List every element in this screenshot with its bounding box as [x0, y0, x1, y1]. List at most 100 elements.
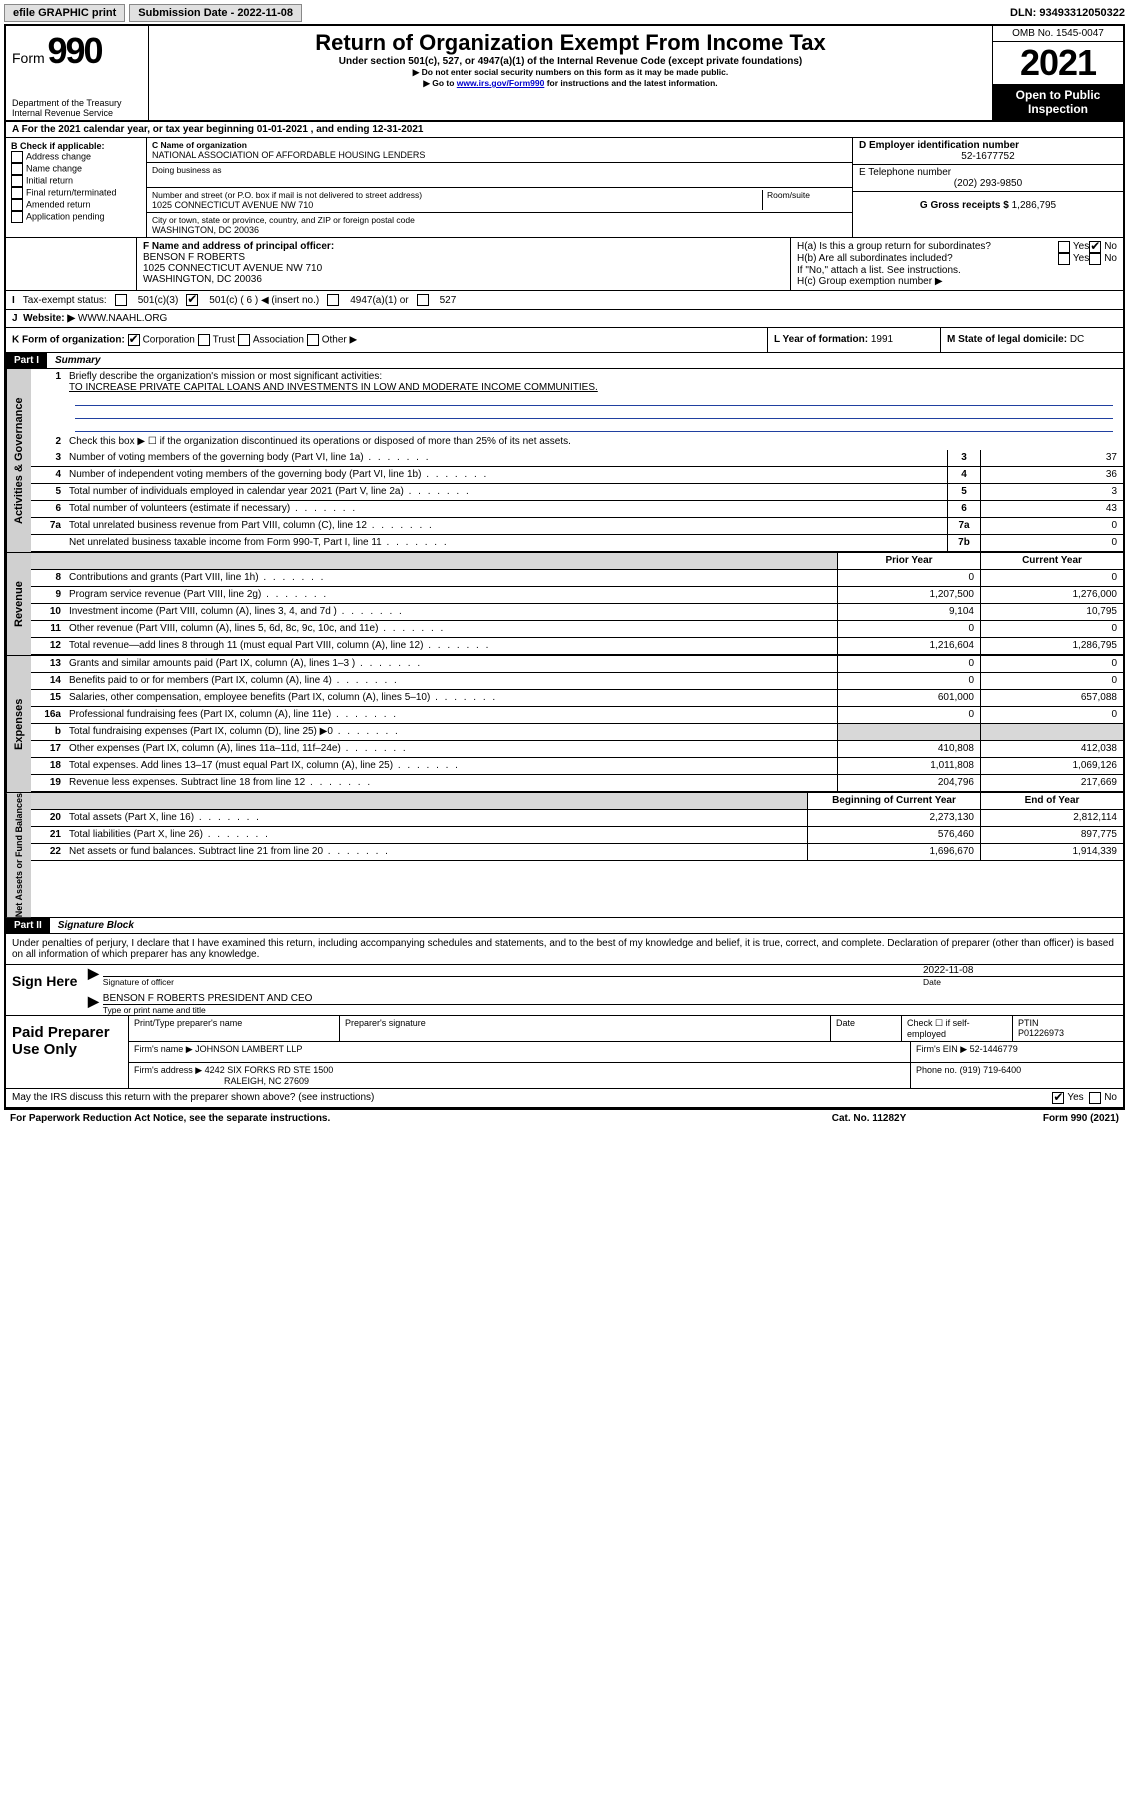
form-org-label: K Form of organization: — [12, 335, 125, 346]
dept-treasury: Department of the Treasury Internal Reve… — [12, 98, 122, 118]
chk-association[interactable] — [238, 334, 250, 346]
revenue-block: Revenue Prior Year Current Year 8 Contri… — [6, 552, 1123, 655]
section-c: C Name of organization NATIONAL ASSOCIAT… — [147, 138, 853, 237]
discuss-no[interactable] — [1089, 1092, 1101, 1104]
paid-preparer-block: Paid Preparer Use Only Print/Type prepar… — [6, 1016, 1123, 1089]
mission-label: Briefly describe the organization's miss… — [69, 371, 382, 382]
no-label2: No — [1104, 253, 1117, 265]
chk-501c[interactable] — [186, 294, 198, 306]
chk-amended-return[interactable]: Amended return — [11, 199, 141, 211]
chk-application-pending[interactable]: Application pending — [11, 211, 141, 223]
form-title: Return of Organization Exempt From Incom… — [157, 30, 984, 56]
line-k: K Form of organization: Corporation Trus… — [6, 328, 1123, 353]
table-row: 11 Other revenue (Part VIII, column (A),… — [31, 621, 1123, 638]
open-to-public: Open to Public Inspection — [993, 84, 1123, 120]
ha-no[interactable] — [1089, 241, 1101, 253]
line-i: I Tax-exempt status: 501(c)(3) 501(c) ( … — [6, 291, 1123, 310]
part2-label: Part II — [6, 918, 50, 933]
table-row: 17 Other expenses (Part IX, column (A), … — [31, 741, 1123, 758]
form-label: Form — [12, 50, 45, 66]
chk-4947[interactable] — [327, 294, 339, 306]
chk-final-return[interactable]: Final return/terminated — [11, 187, 141, 199]
hb-yes[interactable] — [1058, 253, 1070, 265]
chk-corporation[interactable] — [128, 334, 140, 346]
chk-527[interactable] — [417, 294, 429, 306]
section-a: A For the 2021 calendar year, or tax yea… — [6, 122, 1123, 138]
sign-here-block: Sign Here ▶ 2022-11-08 Signature of offi… — [6, 965, 1123, 1016]
section-f: F Name and address of principal officer:… — [137, 238, 791, 290]
goto-suffix: for instructions and the latest informat… — [547, 78, 718, 88]
table-row: 13 Grants and similar amounts paid (Part… — [31, 656, 1123, 673]
opt-501c: 501(c) ( 6 ) ◀ (insert no.) — [209, 295, 319, 306]
hb-note: If "No," attach a list. See instructions… — [797, 265, 1117, 276]
officer-addr2: WASHINGTON, DC 20036 — [143, 274, 784, 285]
opt-corp: Corporation — [143, 335, 195, 346]
footer-mid: Cat. No. 11282Y — [769, 1113, 969, 1124]
side-net: Net Assets or Fund Balances — [6, 793, 31, 917]
goto-prefix: ▶ Go to — [423, 78, 456, 88]
note-ssn: ▶ Do not enter social security numbers o… — [157, 67, 984, 78]
opt-trust: Trust — [213, 335, 235, 346]
block-f-h: F Name and address of principal officer:… — [6, 238, 1123, 291]
officer-label: F Name and address of principal officer: — [143, 241, 784, 252]
chk-initial-return[interactable]: Initial return — [11, 175, 141, 187]
dba-label: Doing business as — [152, 165, 847, 175]
gov-row: 3 Number of voting members of the govern… — [31, 450, 1123, 467]
discuss-row: May the IRS discuss this return with the… — [6, 1089, 1123, 1108]
line-j: J Website: ▶ WWW.NAAHL.ORG — [6, 310, 1123, 328]
tax-exempt-label: Tax-exempt status: — [23, 295, 107, 306]
room-label: Room/suite — [767, 190, 847, 200]
section-h: H(a) Is this a group return for subordin… — [791, 238, 1123, 290]
firm-addr-label: Firm's address ▶ — [134, 1065, 202, 1075]
chk-501c3[interactable] — [115, 294, 127, 306]
table-row: 19 Revenue less expenses. Subtract line … — [31, 775, 1123, 792]
chk-name-change[interactable]: Name change — [11, 163, 141, 175]
hb-label: H(b) Are all subordinates included? — [797, 253, 1058, 265]
chk-trust[interactable] — [198, 334, 210, 346]
hdr-beg: Beginning of Current Year — [807, 793, 980, 809]
section-b-label: B Check if applicable: — [11, 141, 141, 151]
form-container: Form 990 Department of the Treasury Inte… — [4, 24, 1125, 1110]
hdr-end: End of Year — [980, 793, 1123, 809]
gov-row: 7a Total unrelated business revenue from… — [31, 518, 1123, 535]
discuss-yes[interactable] — [1052, 1092, 1064, 1104]
chk-address-change[interactable]: Address change — [11, 151, 141, 163]
website-value: WWW.NAAHL.ORG — [78, 313, 167, 324]
city-value: WASHINGTON, DC 20036 — [152, 225, 847, 235]
opt-527: 527 — [440, 295, 457, 306]
opt-4947: 4947(a)(1) or — [350, 295, 408, 306]
firm-phone-value: (919) 719-6400 — [960, 1065, 1022, 1075]
tax-year: 2021 — [993, 42, 1123, 84]
yes-label2: Yes — [1073, 253, 1089, 265]
ein-value: 52-1677752 — [859, 151, 1117, 162]
opt-501c3: 501(c)(3) — [138, 295, 179, 306]
discuss-label: May the IRS discuss this return with the… — [12, 1092, 1052, 1104]
page-footer: For Paperwork Reduction Act Notice, see … — [4, 1110, 1125, 1127]
date-label: Date — [923, 977, 1123, 987]
ha-yes[interactable] — [1058, 241, 1070, 253]
state-domicile-value: DC — [1070, 334, 1084, 345]
submission-date-label: Submission Date - 2022-11-08 — [129, 4, 302, 22]
yes-label: Yes — [1073, 241, 1089, 253]
footer-left: For Paperwork Reduction Act Notice, see … — [10, 1113, 769, 1124]
omb-number: OMB No. 1545-0047 — [993, 26, 1123, 42]
hb-no[interactable] — [1089, 253, 1101, 265]
side-gov: Activities & Governance — [6, 369, 31, 552]
table-row: 14 Benefits paid to or for members (Part… — [31, 673, 1123, 690]
efile-print-button[interactable]: efile GRAPHIC print — [4, 4, 125, 22]
org-name-label: C Name of organization — [152, 140, 847, 150]
form-header: Form 990 Department of the Treasury Inte… — [6, 26, 1123, 122]
ha-label: H(a) Is this a group return for subordin… — [797, 241, 1058, 253]
part1-label: Part I — [6, 353, 47, 368]
firm-ein-value: 52-1446779 — [970, 1044, 1018, 1054]
ptin-value: P01226973 — [1018, 1028, 1118, 1038]
chk-other[interactable] — [307, 334, 319, 346]
website-label: Website: ▶ — [23, 313, 75, 324]
dept-label: Department of the Treasury — [12, 98, 122, 108]
part2-header: Part II Signature Block — [6, 918, 1123, 934]
irs-link[interactable]: www.irs.gov/Form990 — [457, 78, 545, 88]
firm-addr2: RALEIGH, NC 27609 — [224, 1076, 309, 1086]
form-number: 990 — [47, 30, 101, 71]
table-row: 20 Total assets (Part X, line 16) 2,273,… — [31, 810, 1123, 827]
gross-receipts-value: 1,286,795 — [1012, 200, 1057, 211]
